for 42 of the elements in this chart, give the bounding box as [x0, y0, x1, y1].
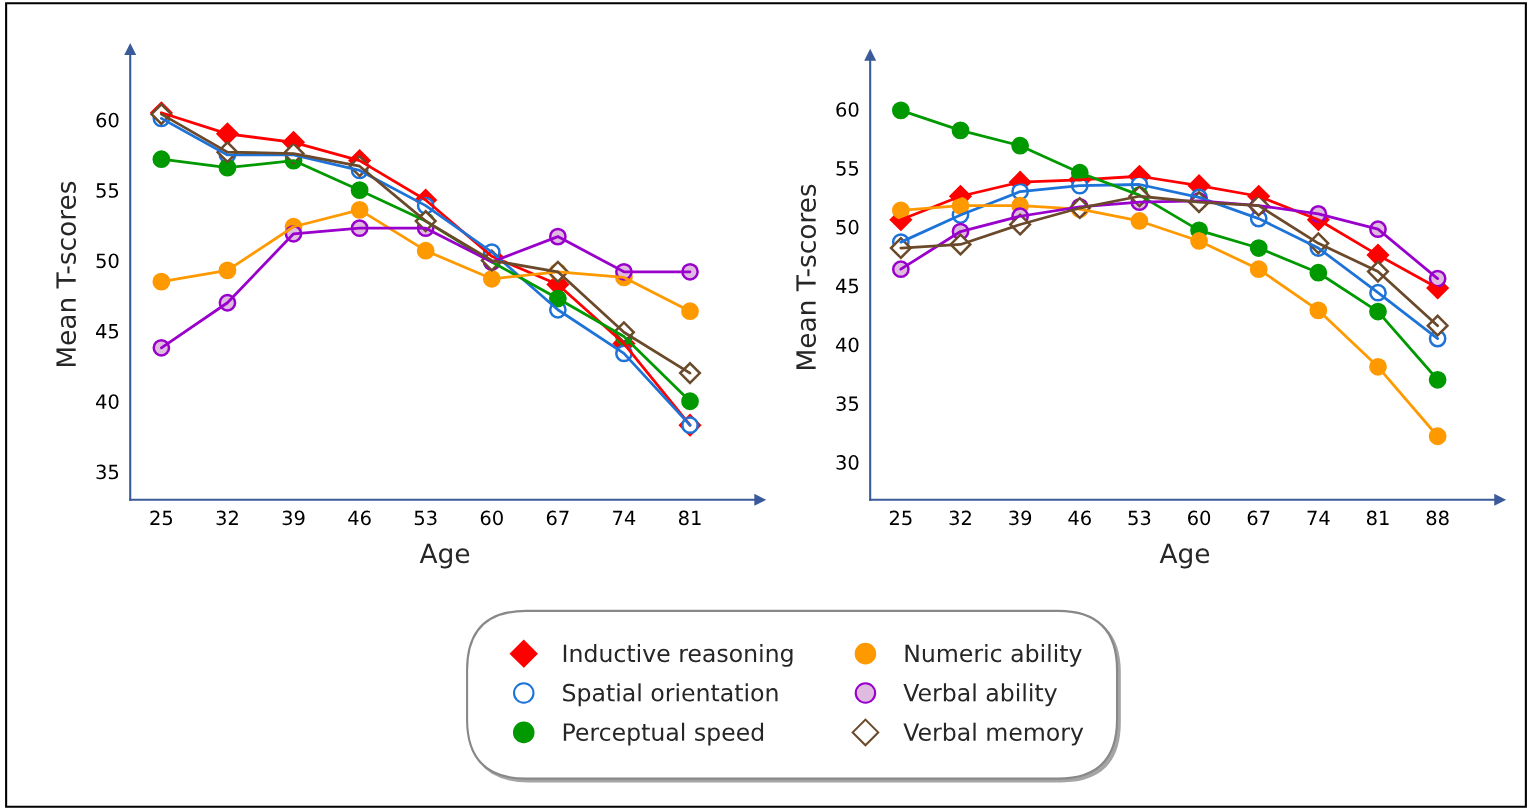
- x-tick-label: 25: [889, 510, 912, 526]
- x-tick-label: 67: [546, 510, 569, 526]
- legend-label: Verbal memory: [903, 722, 1084, 746]
- legend-label: Perceptual speed: [563, 722, 764, 746]
- y-axis-title: Mean T-scores: [56, 181, 77, 367]
- y-tick-label: 40: [96, 394, 119, 409]
- x-tick-label: 74: [613, 510, 636, 525]
- x-axis-title: Age: [419, 543, 470, 569]
- y-tick-label: 40: [835, 337, 859, 353]
- y-tick-label: 45: [96, 324, 119, 339]
- x-tick-label: 81: [1366, 510, 1389, 526]
- x-tick-label: 74: [1307, 510, 1330, 525]
- x-tick-label: 53: [1128, 510, 1151, 526]
- y-tick-label: 35: [836, 396, 859, 411]
- x-axis-title: Age: [1159, 543, 1210, 569]
- legend-label: Inductive reasoning: [563, 643, 793, 667]
- x-tick-label: 60: [480, 510, 503, 526]
- legend-label: Spatial orientation: [563, 683, 778, 707]
- x-tick-label: 46: [348, 510, 371, 526]
- x-tick-label: 39: [282, 510, 305, 526]
- y-tick-label: 30: [836, 455, 859, 470]
- y-tick-label: 55: [836, 161, 859, 176]
- x-tick-label: 32: [949, 510, 971, 526]
- x-tick-label: 39: [1009, 510, 1032, 526]
- x-tick-label: 53: [414, 510, 437, 526]
- x-tick-label: 60: [1188, 510, 1211, 526]
- x-tick-label: 81: [678, 510, 701, 526]
- x-tick-label: 88: [1426, 510, 1449, 526]
- y-tick-label: 45: [835, 278, 859, 294]
- y-tick-label: 50: [836, 219, 859, 235]
- legend-label: Verbal ability: [903, 683, 1057, 707]
- y-tick-label: 60: [96, 112, 119, 128]
- y-tick-label: 50: [96, 253, 119, 269]
- x-tick-label: 32: [216, 510, 238, 526]
- x-tick-label: 67: [1247, 510, 1270, 526]
- y-tick-label: 60: [836, 102, 859, 117]
- y-tick-label: 35: [96, 464, 119, 480]
- y-tick-label: 55: [96, 183, 119, 198]
- x-tick-label: 25: [150, 510, 173, 526]
- x-tick-label: 46: [1068, 510, 1091, 526]
- y-axis-title: Mean T-scores: [796, 184, 817, 369]
- legend-label: Numeric ability: [905, 643, 1082, 667]
